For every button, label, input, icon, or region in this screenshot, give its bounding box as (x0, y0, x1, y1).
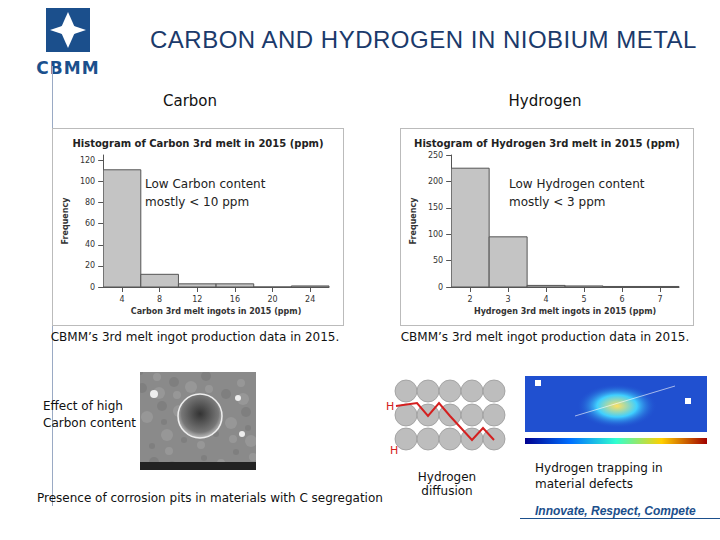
html-text:CARBON AND HYDROGEN IN NIOBIUM: CARBON AND HYDROGEN IN NIOBIUM METAL (150, 26, 697, 53)
svg-text:8: 8 (157, 295, 162, 304)
svg-text:6: 6 (619, 295, 624, 304)
svg-text:150: 150 (428, 203, 443, 212)
html-text:Hydrogen: Hydrogen (508, 92, 582, 110)
html-text:Low Hydrogen content mostly <: Low Hydrogen content mostly < 3 ppm (509, 177, 645, 209)
svg-text:20: 20 (267, 295, 277, 304)
html-text:Presence of corrosion pits in: Presence of corrosion pits in materials … (37, 491, 383, 505)
svg-text:Frequency: Frequency (61, 197, 70, 245)
svg-text:24: 24 (305, 295, 315, 304)
svg-text:100: 100 (428, 230, 443, 239)
svg-text:5: 5 (582, 295, 587, 304)
svg-text:80: 80 (85, 198, 95, 207)
svg-text:4: 4 (119, 295, 124, 304)
html-text:Hydrogen trapping in material: Hydrogen trapping in material defects (535, 461, 663, 491)
html-text:Hydrogen diffusion: Hydrogen diffusion (417, 470, 477, 498)
svg-text:20: 20 (85, 261, 95, 270)
svg-text:Frequency: Frequency (409, 197, 418, 245)
svg-text:Histogram of Carbon 3rd melt i: Histogram of Carbon 3rd melt in 2015 (pp… (72, 138, 323, 149)
svg-text:7: 7 (657, 295, 662, 304)
svg-text:200: 200 (428, 177, 443, 186)
svg-text:2: 2 (468, 295, 473, 304)
html-text:Carbon: Carbon (163, 92, 217, 110)
svg-text:0: 0 (438, 283, 443, 292)
html-text:Effect of high Carbon content: Effect of high Carbon content (43, 399, 136, 430)
svg-text:4: 4 (544, 295, 549, 304)
svg-text:Carbon 3rd melt ingots in 2015: Carbon 3rd melt ingots in 2015 (ppm) (131, 307, 301, 316)
svg-text:H: H (390, 444, 398, 456)
svg-text:50: 50 (433, 256, 443, 265)
html-text:CBMM: CBMM (36, 58, 100, 78)
svg-text:3: 3 (506, 295, 511, 304)
svg-text:Histogram of Hydrogen 3rd melt: Histogram of Hydrogen 3rd melt in 2015 (… (414, 138, 680, 149)
html-text:Innovate, Respect, Compete: Innovate, Respect, Compete (535, 504, 696, 518)
svg-text:16: 16 (230, 295, 240, 304)
svg-text:12: 12 (192, 295, 202, 304)
svg-text:40: 40 (85, 240, 95, 249)
svg-text:100: 100 (80, 177, 95, 186)
svg-text:60: 60 (85, 219, 95, 228)
html-text:Low Carbon content mostly < 10: Low Carbon content mostly < 10 ppm (145, 177, 266, 209)
html-text:CBMM’s 3rd melt ingot producti: CBMM’s 3rd melt ingot production data in… (50, 330, 340, 344)
svg-text:120: 120 (80, 156, 95, 165)
svg-text:250: 250 (428, 151, 443, 160)
svg-text:Hydrogen 3rd melt ingots in 20: Hydrogen 3rd melt ingots in 2015 (ppm) (474, 307, 656, 316)
svg-text:0: 0 (90, 283, 95, 292)
html-text:CBMM’s 3rd melt ingot producti: CBMM’s 3rd melt ingot production data in… (400, 330, 690, 344)
svg-text:H: H (386, 400, 394, 413)
